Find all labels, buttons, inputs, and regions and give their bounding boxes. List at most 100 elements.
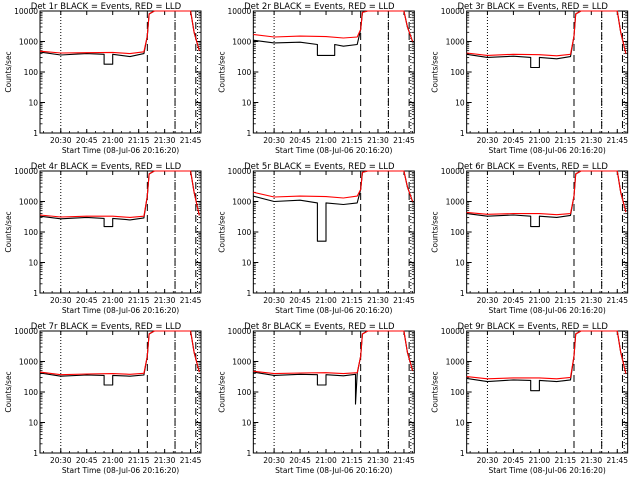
y-axis-label: Counts/sec (431, 51, 440, 92)
plot-frame (252, 330, 415, 454)
x-tick-label: 21:45 (180, 296, 202, 305)
chart-panel-1: Det 1r BLACK = Events, RED = LLD 1 10 100 10… (4, 2, 202, 155)
y-tick-label: 10000 (14, 327, 38, 336)
x-tick-label: 21:45 (180, 456, 202, 465)
chart-title: Det 3r BLACK = Events, RED = LLD (457, 2, 608, 12)
y-tick-label: 10 (455, 259, 465, 268)
y-tick-label: 10000 (441, 7, 465, 16)
x-axis-label: Start Time (08-Jul-06 20:16:20) (488, 306, 605, 315)
y-tick-label: 100 (24, 388, 39, 397)
x-tick-label: 21:30 (367, 456, 389, 465)
x-tick-label: 21:45 (606, 136, 628, 145)
lld-series-line (466, 170, 627, 216)
x-tick-label: 21:45 (180, 136, 202, 145)
x-tick-label: 20:30 (263, 456, 285, 465)
x-tick-label: 20:45 (76, 456, 98, 465)
chart-panel-2: Det 2r BLACK = Events, RED = LLD 1 10 100 10… (217, 2, 415, 155)
y-tick-label: 1000 (232, 358, 251, 367)
y-tick-label: 10 (455, 99, 465, 108)
chart-title: Det 7r BLACK = Events, RED = LLD (31, 322, 182, 332)
x-tick-label: 21:30 (580, 296, 602, 305)
y-tick-label: 10000 (14, 7, 38, 16)
x-tick-label: 20:45 (503, 456, 525, 465)
x-tick-label: 20:30 (477, 296, 499, 305)
lld-series-line (253, 170, 414, 202)
chart-panel-7: Det 7r BLACK = Events, RED = LLD 1 10 100 10… (4, 322, 202, 475)
x-tick-label: 21:45 (393, 456, 415, 465)
y-tick-label: 10 (242, 419, 252, 428)
x-tick-label: 21:30 (154, 136, 176, 145)
x-tick-label: 21:00 (102, 296, 124, 305)
y-axis-label: Counts/sec (4, 371, 13, 412)
x-tick-label: 20:30 (263, 136, 285, 145)
y-axis-label: Counts/sec (217, 211, 226, 252)
y-tick-label: 10000 (14, 167, 38, 176)
x-tick-label: 21:45 (606, 296, 628, 305)
chart-title: Det 2r BLACK = Events, RED = LLD (244, 2, 395, 12)
x-axis-label: Start Time (08-Jul-06 20:16:20) (488, 146, 605, 155)
x-tick-label: 21:00 (102, 456, 124, 465)
y-tick-label: 10000 (227, 7, 251, 16)
x-axis-label: Start Time (08-Jul-06 20:16:20) (275, 306, 392, 315)
x-tick-label: 20:45 (503, 296, 525, 305)
x-tick-label: 21:15 (341, 136, 363, 145)
x-tick-label: 20:30 (477, 456, 499, 465)
y-axis-label: Counts/sec (431, 211, 440, 252)
y-tick-label: 1000 (232, 198, 251, 207)
x-tick-label: 21:45 (606, 456, 628, 465)
y-tick-label: 10000 (441, 167, 465, 176)
y-tick-label: 1000 (19, 38, 38, 47)
x-axis-label: Start Time (08-Jul-06 20:16:20) (62, 306, 179, 315)
y-tick-label: 100 (237, 388, 252, 397)
x-tick-label: 21:15 (128, 136, 150, 145)
y-tick-label: 1 (247, 129, 252, 138)
plot-frame (252, 10, 415, 134)
y-tick-label: 1 (247, 289, 252, 298)
x-axis-label: Start Time (08-Jul-06 20:16:20) (62, 146, 179, 155)
y-tick-label: 10 (242, 99, 252, 108)
x-tick-label: 20:45 (289, 456, 311, 465)
x-tick-label: 21:00 (315, 136, 337, 145)
chart-panel-3: Det 3r BLACK = Events, RED = LLD 1 10 100 10… (431, 2, 629, 155)
y-tick-label: 100 (450, 228, 465, 237)
x-tick-label: 21:15 (128, 296, 150, 305)
x-tick-label: 21:00 (102, 136, 124, 145)
x-tick-label: 20:45 (289, 296, 311, 305)
lld-series-line (39, 10, 200, 55)
y-tick-label: 100 (24, 68, 39, 77)
y-axis-label: Counts/sec (4, 211, 13, 252)
plot-frame (39, 170, 202, 294)
x-tick-label: 21:00 (529, 456, 551, 465)
x-tick-label: 21:00 (529, 136, 551, 145)
x-axis-label: Start Time (08-Jul-06 20:16:20) (62, 466, 179, 475)
chart-title: Det 8r BLACK = Events, RED = LLD (244, 322, 395, 332)
x-tick-label: 21:30 (580, 456, 602, 465)
x-tick-label: 21:00 (529, 296, 551, 305)
y-axis-label: Counts/sec (431, 371, 440, 412)
x-tick-label: 21:30 (367, 296, 389, 305)
y-tick-label: 1 (33, 289, 38, 298)
y-axis-label: Counts/sec (217, 51, 226, 92)
y-tick-label: 1000 (446, 198, 465, 207)
chart-panel-9: Det 9r BLACK = Events, RED = LLD 1 10 100 10… (431, 322, 629, 475)
x-tick-label: 20:45 (76, 296, 98, 305)
plot-frame (466, 170, 629, 294)
y-tick-label: 1 (247, 449, 252, 458)
y-axis-label: Counts/sec (4, 51, 13, 92)
lld-series-line (466, 10, 627, 57)
x-tick-label: 21:15 (555, 456, 577, 465)
chart-panel-6: Det 6r BLACK = Events, RED = LLD 1 10 100 10… (431, 162, 629, 315)
x-tick-label: 21:15 (341, 296, 363, 305)
x-tick-label: 21:15 (128, 456, 150, 465)
y-tick-label: 1000 (446, 38, 465, 47)
chart-title: Det 5r BLACK = Events, RED = LLD (244, 162, 395, 172)
plot-frame (252, 170, 415, 294)
y-tick-label: 100 (450, 388, 465, 397)
x-tick-label: 21:30 (367, 136, 389, 145)
y-tick-label: 10000 (227, 327, 251, 336)
lld-series-line (39, 330, 200, 376)
x-tick-label: 21:15 (341, 456, 363, 465)
y-tick-label: 1 (33, 449, 38, 458)
x-tick-label: 20:30 (50, 456, 72, 465)
y-tick-label: 10 (28, 259, 38, 268)
